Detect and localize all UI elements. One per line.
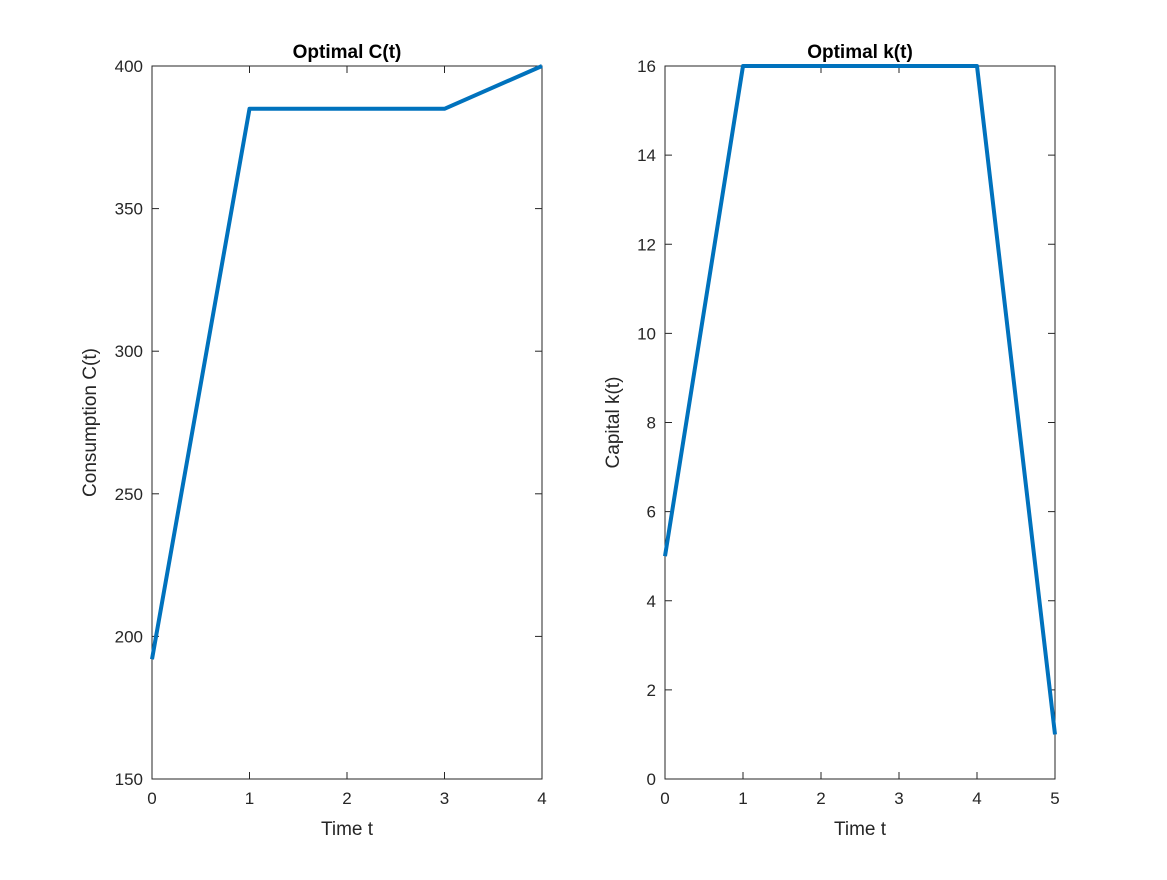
- x-axis-label: Time t: [834, 819, 887, 840]
- y-tick-label: 4: [647, 592, 656, 611]
- y-tick-label: 2: [647, 681, 656, 700]
- y-tick-label: 300: [115, 342, 143, 361]
- y-tick-label: 8: [647, 414, 656, 433]
- y-tick-label: 350: [115, 200, 143, 219]
- x-tick-label: 1: [245, 789, 254, 808]
- y-tick-label: 0: [647, 770, 656, 789]
- x-axis-label: Time t: [321, 819, 374, 840]
- y-axis-label: Consumption C(t): [80, 348, 101, 497]
- x-tick-label: 2: [342, 789, 351, 808]
- y-tick-label: 250: [115, 485, 143, 504]
- x-tick-label: 3: [894, 789, 903, 808]
- x-tick-label: 5: [1050, 789, 1059, 808]
- y-tick-label: 10: [637, 324, 656, 343]
- y-tick-label: 12: [637, 235, 656, 254]
- axes-box-capital: [665, 66, 1055, 779]
- y-axis-label: Capital k(t): [603, 377, 624, 469]
- x-tick-label: 1: [738, 789, 747, 808]
- x-tick-label: 0: [660, 789, 669, 808]
- x-tick-label: 0: [147, 789, 156, 808]
- y-tick-label: 200: [115, 627, 143, 646]
- x-tick-label: 4: [537, 789, 546, 808]
- x-tick-label: 4: [972, 789, 981, 808]
- y-tick-label: 400: [115, 57, 143, 76]
- y-tick-label: 16: [637, 57, 656, 76]
- x-tick-label: 3: [440, 789, 449, 808]
- plot-consumption: 0 1 2 3 4 150 200 250 300 350 400 Optimal C(t) Time …: [80, 42, 547, 840]
- axes-box-consumption: [152, 66, 542, 779]
- x-tick-label: 2: [816, 789, 825, 808]
- chart-title: Optimal k(t): [807, 42, 913, 63]
- y-tick-label: 6: [647, 503, 656, 522]
- y-tick-label: 150: [115, 770, 143, 789]
- chart-title: Optimal C(t): [293, 42, 402, 63]
- y-tick-label: 14: [637, 146, 656, 165]
